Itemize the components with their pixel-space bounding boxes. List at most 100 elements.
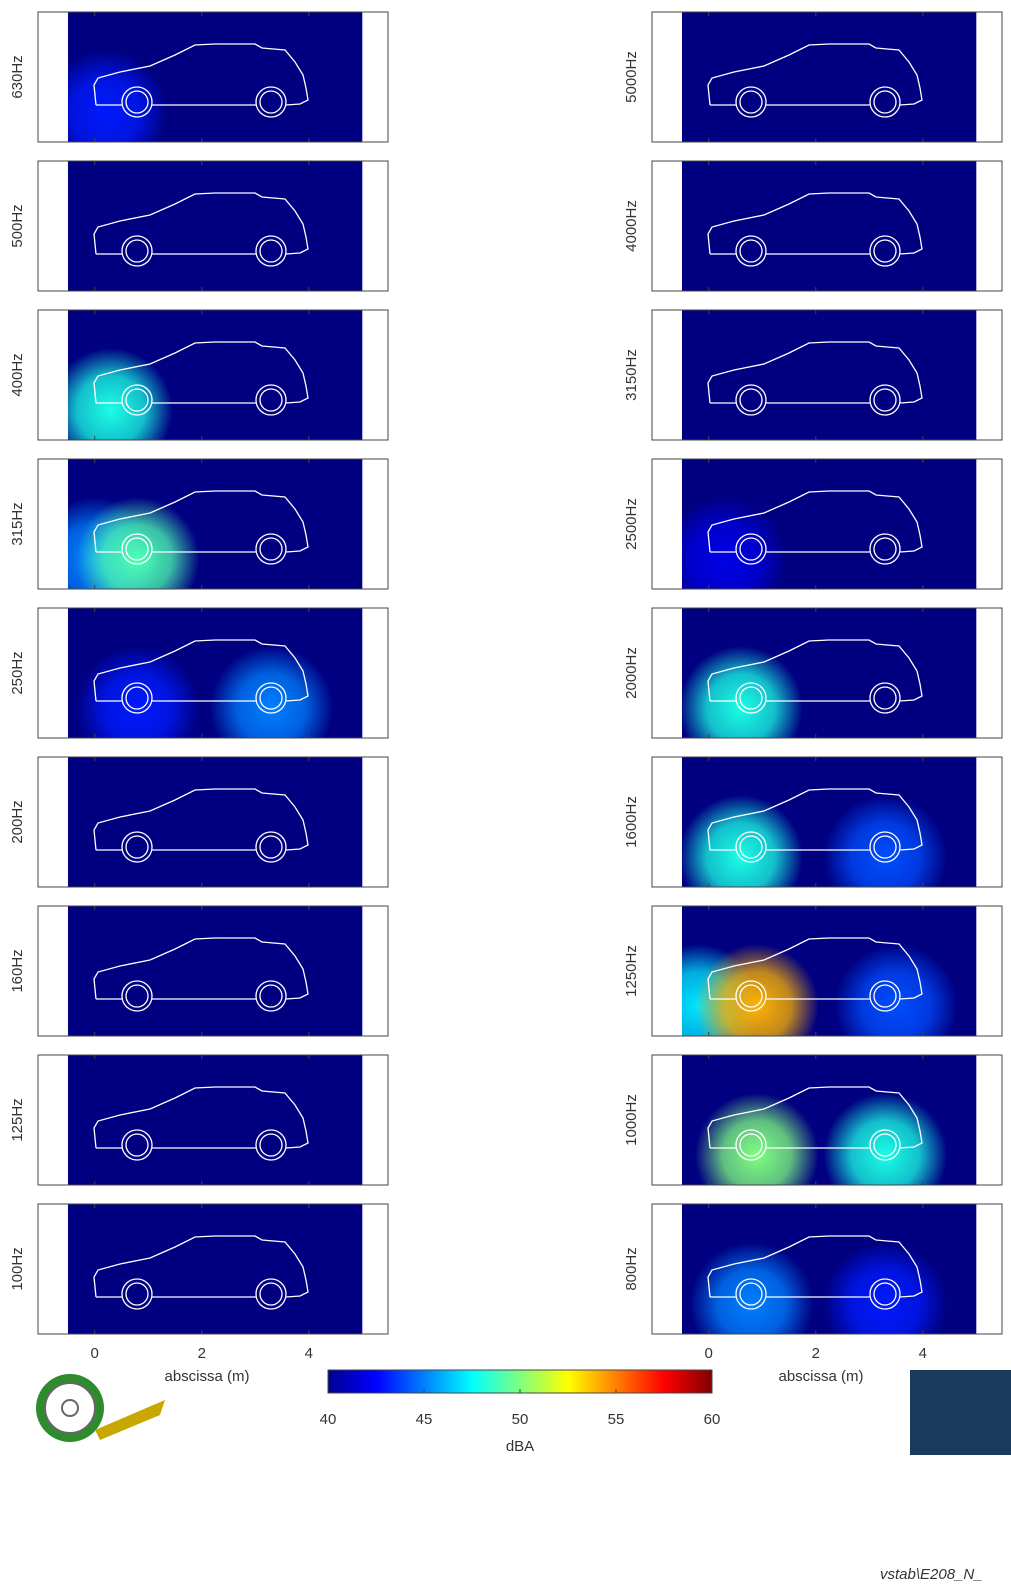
hotspot: [75, 497, 200, 589]
colorbar-tick-label: 60: [704, 1411, 721, 1428]
y-axis-label: 1250Hz: [623, 945, 640, 997]
axes-box: [37, 458, 389, 590]
y-axis-label: 1600Hz: [623, 796, 640, 848]
axes-box: [651, 756, 1003, 888]
panel: 250Hz: [9, 607, 389, 739]
axes-box: [37, 905, 389, 1037]
x-tick-label: 2: [812, 1345, 820, 1362]
hotspots: [681, 497, 787, 589]
colorbar-label: dBA: [506, 1438, 534, 1455]
map-background: [681, 310, 977, 440]
panel: 400Hz: [9, 309, 389, 441]
axes-box: [37, 756, 389, 888]
hotspot: [823, 1093, 948, 1185]
panel: 0 2 4 100Hz abscissa (m): [9, 1203, 389, 1385]
map-background: [67, 161, 363, 291]
x-tick-label: 0: [91, 1345, 99, 1362]
axes-box: [651, 458, 1003, 590]
axes-box: [651, 309, 1003, 441]
x-tick-label: 2: [198, 1345, 206, 1362]
y-axis-label: 4000Hz: [623, 200, 640, 252]
x-tick-label: 4: [305, 1345, 313, 1362]
y-axis-label: 2000Hz: [623, 647, 640, 699]
hotspot: [681, 795, 803, 887]
hotspots: [67, 497, 200, 589]
y-axis-label: 100Hz: [9, 1247, 26, 1290]
axes-box: [37, 607, 389, 739]
via-logo: [36, 1374, 165, 1442]
panel: 2500Hz: [623, 458, 1003, 590]
map-background: [67, 1204, 363, 1334]
panel: 630Hz: [9, 11, 389, 143]
panel: 500Hz: [9, 160, 389, 292]
y-axis-label: 160Hz: [9, 949, 26, 992]
y-axis-label: 125Hz: [9, 1098, 26, 1141]
colorbar-tick-label: 40: [320, 1411, 337, 1428]
hotspots: [681, 646, 803, 738]
panel: 5000Hz: [623, 11, 1003, 143]
colorbar-tick-label: 45: [416, 1411, 433, 1428]
axes-box: [651, 607, 1003, 739]
panel: 200Hz: [9, 756, 389, 888]
panel: 4000Hz: [623, 160, 1003, 292]
axes-box: [37, 1054, 389, 1186]
panel: 0 2 4 800Hz abscissa (m): [623, 1203, 1003, 1385]
y-axis-label: 250Hz: [9, 651, 26, 694]
x-tick-label: 0: [705, 1345, 713, 1362]
y-axis-label: 400Hz: [9, 353, 26, 396]
hotspot: [694, 944, 819, 1036]
y-axis-label: 200Hz: [9, 800, 26, 843]
panel: 1250Hz: [623, 905, 1003, 1037]
map-background: [67, 757, 363, 887]
hotspot: [823, 1242, 948, 1334]
x-tick-label: 4: [919, 1345, 927, 1362]
hotspot: [681, 497, 787, 589]
axes-box: [651, 11, 1003, 143]
map-background: [681, 12, 977, 142]
axes-box: [651, 160, 1003, 292]
y-axis-label: 2500Hz: [623, 498, 640, 550]
panel: 2000Hz: [623, 607, 1003, 739]
x-axis-label: abscissa (m): [164, 1368, 249, 1385]
hotspots: [67, 348, 173, 440]
axes-box: [651, 1054, 1003, 1186]
hotspots: [67, 50, 168, 142]
axes-box: [37, 309, 389, 441]
panel: 3150Hz: [623, 309, 1003, 441]
panel: 125Hz: [9, 1054, 389, 1186]
hotspot: [67, 348, 173, 440]
y-axis-label: 3150Hz: [623, 349, 640, 401]
footer-text: vstab\E208_N_: [880, 1566, 983, 1583]
hotspot: [694, 1093, 819, 1185]
axes-box: [651, 905, 1003, 1037]
x-axis-label: abscissa (m): [778, 1368, 863, 1385]
axes-box: [37, 1203, 389, 1335]
hotspot: [681, 646, 803, 738]
institution-logo: [910, 1370, 1011, 1455]
hotspot: [834, 944, 959, 1036]
axes-box: [37, 160, 389, 292]
map-background: [67, 906, 363, 1036]
panel: 160Hz: [9, 905, 389, 1037]
hotspot: [75, 646, 200, 738]
y-axis-label: 5000Hz: [623, 51, 640, 103]
hotspot: [67, 50, 168, 142]
panel: 315Hz: [9, 458, 389, 590]
y-axis-label: 315Hz: [9, 502, 26, 545]
axes-box: [37, 11, 389, 143]
map-background: [681, 161, 977, 291]
hotspot: [209, 646, 334, 738]
panel: 1600Hz: [623, 756, 1003, 888]
colorbar-tick-label: 55: [608, 1411, 625, 1428]
hotspots: [681, 944, 959, 1036]
colorbar-tick-label: 50: [512, 1411, 529, 1428]
y-axis-label: 500Hz: [9, 204, 26, 247]
axes-box: [651, 1203, 1003, 1335]
hotspot: [823, 795, 948, 887]
y-axis-label: 1000Hz: [623, 1094, 640, 1146]
y-axis-label: 630Hz: [9, 55, 26, 98]
y-axis-label: 800Hz: [623, 1247, 640, 1290]
map-background: [67, 1055, 363, 1185]
panel: 1000Hz: [623, 1054, 1003, 1186]
